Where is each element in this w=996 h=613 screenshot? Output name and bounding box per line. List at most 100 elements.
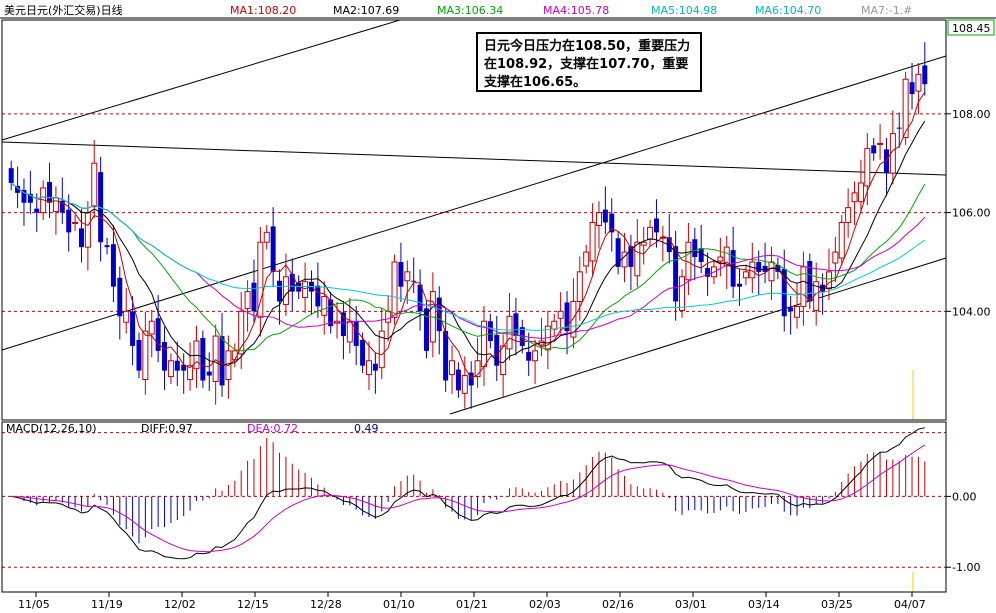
ma5-line	[10, 182, 926, 331]
candle-body-up	[864, 147, 871, 187]
candle-body-down	[411, 280, 417, 282]
candle-body-up	[532, 350, 539, 362]
candle-body-up	[589, 221, 596, 262]
candle-body-up	[282, 276, 289, 305]
candle-body-up	[244, 291, 251, 309]
candle-body-up	[794, 305, 801, 318]
macd-diff: DIFF:0.97	[141, 422, 193, 435]
ma4-line	[10, 182, 926, 339]
grid	[2, 113, 946, 568]
x-tick-label: 02/16	[602, 598, 634, 611]
candle-body-up	[640, 241, 647, 246]
candle-body-up	[385, 310, 392, 323]
candle-body-down	[181, 364, 187, 371]
candle-body-down	[372, 363, 378, 371]
ma4-label: MA4:105.78	[543, 4, 609, 17]
candle-body-down	[883, 149, 889, 174]
candle-body-up	[449, 360, 456, 376]
macd-tick-label: 0.00	[952, 490, 977, 503]
ma1-line	[10, 91, 926, 380]
ma2-label: MA2:107.69	[333, 4, 399, 17]
macd-tick-label: -1.00	[952, 561, 980, 574]
candle-body-down	[200, 338, 206, 381]
candle-body-down	[653, 218, 659, 233]
candle-body-up	[187, 365, 194, 381]
candle-body-up	[825, 271, 832, 290]
candle-body-down	[423, 308, 429, 351]
current-price-label: 108.45	[952, 22, 991, 35]
candle-body-down	[513, 313, 519, 337]
current-price-box	[947, 19, 995, 36]
candle-body-down	[896, 127, 902, 129]
candle-body-up	[123, 310, 130, 323]
price-tick-label: 108.00	[952, 108, 991, 121]
candle-body-down	[98, 172, 104, 243]
candle-body-down	[609, 213, 615, 233]
ma2-line	[10, 120, 926, 367]
candle-body-up	[851, 192, 858, 203]
candle-body-down	[909, 82, 915, 95]
candle-body-down	[487, 321, 493, 341]
candle-body-down	[398, 261, 404, 287]
candle-body-up	[142, 330, 149, 381]
candle-body-down	[673, 246, 679, 302]
candle-body-down	[315, 285, 321, 307]
candle-body-down	[219, 336, 225, 386]
candle-body-up	[365, 360, 372, 376]
candle-body-down	[871, 145, 877, 154]
x-tick-label: 04/07	[894, 598, 926, 611]
candle-body-down	[602, 209, 608, 223]
candle-body-down	[270, 226, 276, 272]
candle-body-up	[634, 241, 641, 277]
trendline	[1, 141, 947, 176]
candle-body-up	[595, 212, 602, 226]
candle-body-up	[877, 142, 884, 145]
candle-body-down	[756, 261, 762, 272]
candles	[8, 42, 928, 409]
candle-body-up	[768, 261, 775, 282]
chart-title: 美元日元(外汇交易)日线	[4, 3, 123, 17]
candle-body-down	[340, 312, 346, 337]
candle-body-down	[78, 228, 84, 248]
candle-body-down	[788, 307, 794, 312]
x-tick-label: 12/02	[164, 598, 196, 611]
candle-body-down	[526, 351, 532, 361]
axes: 108.00 106.00 104.00 108.45 0.00 -1.00 11/05 11…	[0, 17, 996, 611]
candle-body-up	[800, 266, 807, 307]
candle-body-up	[238, 310, 245, 355]
candle-body-down	[117, 277, 123, 317]
candle-body-down	[34, 208, 40, 213]
candle-body-up	[838, 221, 845, 259]
candle-body-up	[889, 133, 896, 174]
candle-body-up	[167, 360, 174, 378]
candle-body-down	[698, 248, 704, 262]
candle-body-down	[353, 321, 359, 346]
candle-body-up	[915, 73, 922, 92]
candle-body-down	[692, 239, 698, 258]
ma1-label: MA1:108.20	[230, 4, 296, 17]
candle-body-up	[717, 256, 724, 262]
candle-body-up	[461, 375, 468, 394]
candle-body-down	[360, 340, 366, 366]
candle-body-down	[206, 371, 212, 376]
candle-body-down	[21, 189, 27, 203]
candle-body-up	[391, 261, 398, 318]
price-tick-label: 106.00	[952, 207, 991, 220]
trendlines	[1, 19, 947, 592]
candle-body-down	[455, 369, 461, 391]
candle-body-up	[148, 320, 155, 335]
moving-averages	[10, 91, 926, 380]
candle-body-down	[251, 282, 257, 312]
ma5-label: MA5:104.98	[651, 4, 717, 17]
trendline	[1, 19, 401, 141]
candle-body-down	[104, 245, 110, 248]
candle-body-down	[47, 181, 53, 203]
price-annotation: 日元今日压力在108.50，重要压力在108.92，支撑在107.70，重要支撑…	[476, 32, 702, 92]
candle-body-up	[647, 226, 654, 240]
diff-line	[11, 427, 925, 560]
macd-histogram	[17, 437, 926, 544]
macd-name: MACD(12,26,10)	[6, 422, 97, 435]
candle-body-up	[845, 207, 852, 223]
